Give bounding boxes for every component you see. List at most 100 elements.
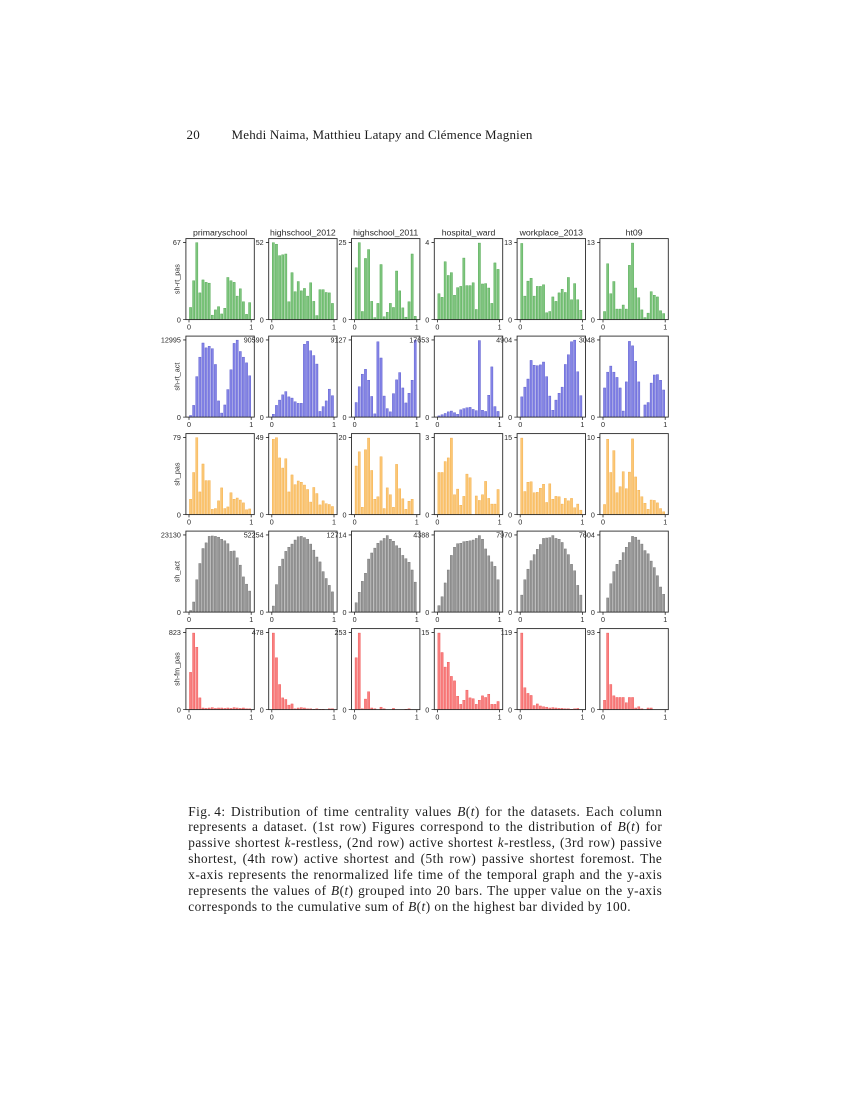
- svg-text:0: 0: [591, 315, 595, 324]
- svg-text:0: 0: [177, 315, 181, 324]
- svg-text:1: 1: [332, 615, 336, 624]
- svg-text:0: 0: [260, 510, 264, 519]
- svg-text:7970: 7970: [496, 531, 512, 540]
- svg-text:1: 1: [249, 323, 253, 332]
- svg-text:0: 0: [353, 615, 357, 624]
- svg-text:0: 0: [508, 705, 512, 714]
- svg-text:0: 0: [343, 413, 347, 422]
- svg-text:25: 25: [339, 238, 347, 247]
- svg-text:0: 0: [177, 705, 181, 714]
- svg-text:1: 1: [249, 518, 253, 527]
- svg-text:1: 1: [249, 615, 253, 624]
- svg-text:0: 0: [591, 608, 595, 617]
- svg-text:0: 0: [343, 608, 347, 617]
- svg-text:0: 0: [260, 315, 264, 324]
- svg-text:90590: 90590: [244, 336, 264, 345]
- svg-text:478: 478: [252, 628, 264, 637]
- svg-text:workplace_2013: workplace_2013: [519, 227, 583, 237]
- svg-text:0: 0: [425, 413, 429, 422]
- svg-text:0: 0: [435, 615, 439, 624]
- svg-text:0: 0: [591, 705, 595, 714]
- svg-text:1: 1: [332, 713, 336, 722]
- svg-text:1: 1: [663, 420, 667, 429]
- svg-text:0: 0: [187, 323, 191, 332]
- svg-text:1: 1: [415, 518, 419, 527]
- svg-text:0: 0: [177, 510, 181, 519]
- svg-text:0: 0: [177, 413, 181, 422]
- svg-text:15: 15: [504, 433, 512, 442]
- svg-text:hospital_ward: hospital_ward: [442, 227, 496, 237]
- svg-text:0: 0: [270, 518, 274, 527]
- svg-text:1: 1: [663, 615, 667, 624]
- svg-text:0: 0: [425, 315, 429, 324]
- svg-text:13: 13: [504, 238, 512, 247]
- svg-text:4904: 4904: [496, 336, 512, 345]
- svg-text:12995: 12995: [161, 336, 181, 345]
- svg-text:0: 0: [601, 615, 605, 624]
- svg-text:0: 0: [435, 420, 439, 429]
- svg-text:1: 1: [663, 518, 667, 527]
- svg-text:10: 10: [587, 433, 595, 442]
- svg-text:0: 0: [591, 413, 595, 422]
- svg-text:253: 253: [335, 628, 347, 637]
- svg-text:13: 13: [587, 238, 595, 247]
- svg-text:0: 0: [187, 615, 191, 624]
- svg-text:0: 0: [260, 608, 264, 617]
- svg-text:1: 1: [498, 615, 502, 624]
- svg-text:1: 1: [498, 518, 502, 527]
- svg-text:1: 1: [580, 518, 584, 527]
- svg-text:1: 1: [580, 713, 584, 722]
- svg-text:93: 93: [587, 628, 595, 637]
- svg-text:0: 0: [508, 315, 512, 324]
- svg-text:sh-rt_act: sh-rt_act: [173, 363, 182, 391]
- svg-text:0: 0: [353, 518, 357, 527]
- svg-text:0: 0: [601, 420, 605, 429]
- svg-text:9127: 9127: [331, 336, 347, 345]
- svg-text:12714: 12714: [327, 531, 347, 540]
- svg-text:1: 1: [415, 713, 419, 722]
- svg-text:0: 0: [508, 413, 512, 422]
- svg-text:0: 0: [187, 713, 191, 722]
- svg-text:52: 52: [256, 238, 264, 247]
- svg-text:0: 0: [177, 608, 181, 617]
- svg-text:0: 0: [270, 420, 274, 429]
- svg-text:0: 0: [435, 713, 439, 722]
- svg-text:0: 0: [601, 518, 605, 527]
- svg-text:0: 0: [435, 323, 439, 332]
- svg-text:52254: 52254: [244, 531, 264, 540]
- svg-text:0: 0: [425, 608, 429, 617]
- svg-text:4388: 4388: [413, 531, 429, 540]
- svg-text:0: 0: [518, 518, 522, 527]
- svg-text:0: 0: [601, 713, 605, 722]
- svg-text:23130: 23130: [161, 531, 181, 540]
- svg-text:sh-fm_pas: sh-fm_pas: [173, 652, 182, 686]
- svg-text:1: 1: [332, 518, 336, 527]
- svg-text:67: 67: [173, 238, 181, 247]
- svg-text:ht09: ht09: [626, 227, 643, 237]
- svg-text:0: 0: [591, 510, 595, 519]
- svg-text:0: 0: [518, 615, 522, 624]
- svg-text:1: 1: [332, 420, 336, 429]
- svg-text:0: 0: [601, 323, 605, 332]
- svg-text:3048: 3048: [579, 336, 595, 345]
- svg-text:823: 823: [169, 628, 181, 637]
- svg-text:0: 0: [270, 615, 274, 624]
- svg-text:1: 1: [249, 420, 253, 429]
- svg-text:1: 1: [498, 420, 502, 429]
- svg-text:0: 0: [353, 420, 357, 429]
- svg-text:1: 1: [415, 615, 419, 624]
- svg-text:0: 0: [435, 518, 439, 527]
- svg-text:1: 1: [663, 713, 667, 722]
- svg-text:1: 1: [580, 615, 584, 624]
- svg-text:0: 0: [270, 713, 274, 722]
- svg-text:0: 0: [508, 510, 512, 519]
- svg-text:119: 119: [501, 628, 512, 637]
- svg-text:sh-rt_pas: sh-rt_pas: [173, 264, 182, 294]
- svg-text:1: 1: [332, 323, 336, 332]
- svg-text:0: 0: [425, 705, 429, 714]
- svg-text:1: 1: [415, 420, 419, 429]
- svg-text:1: 1: [498, 323, 502, 332]
- svg-text:1: 1: [249, 713, 253, 722]
- svg-text:0: 0: [260, 413, 264, 422]
- svg-text:20: 20: [339, 433, 347, 442]
